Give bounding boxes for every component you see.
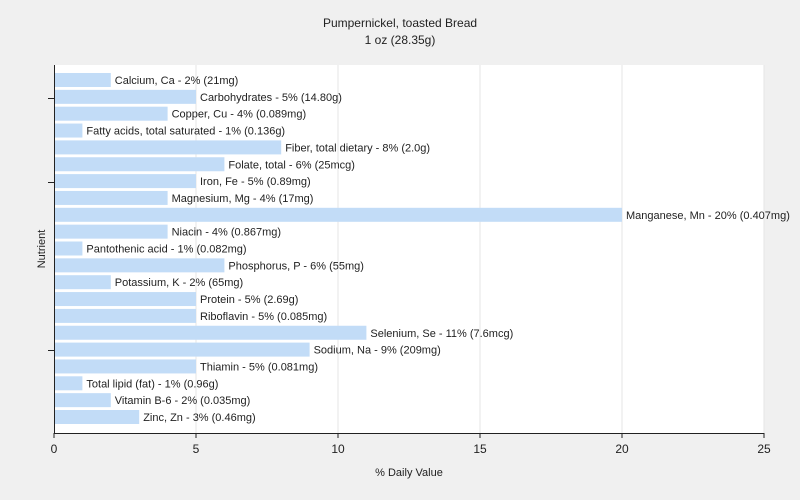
x-tick-label: 25 [757,442,771,456]
bar-label: Selenium, Se - 11% (7.6mcg) [370,328,513,340]
bar [54,123,83,138]
bar [54,393,111,408]
bar [54,73,111,87]
chart-subtitle: 1 oz (28.35g) [365,33,436,47]
x-tick-label: 10 [331,442,345,456]
bar [54,224,168,239]
bar-label: Copper, Cu - 4% (0.089mg) [172,109,307,121]
bar [54,157,225,172]
bar [54,275,111,290]
bar-label: Sodium, Na - 9% (209mg) [314,345,441,357]
chart-title: Pumpernickel, toasted Bread [323,16,477,30]
bar-label: Vitamin B-6 - 2% (0.035mg) [115,395,251,407]
bar-label: Folate, total - 6% (25mcg) [228,159,355,171]
bar [54,359,196,374]
bar [54,325,367,340]
bar [54,410,140,424]
bar-label: Calcium, Ca - 2% (21mg) [115,75,238,87]
bar-label: Phosphorus, P - 6% (55mg) [228,260,364,272]
bar [54,190,168,205]
bar [54,376,83,391]
bar-label: Fiber, total dietary - 8% (2.0g) [285,142,430,154]
bar [54,174,196,189]
bar-label: Manganese, Mn - 20% (0.407mg) [626,210,790,222]
bar-series [54,73,622,424]
bar [54,292,196,307]
bar-label: Iron, Fe - 5% (0.89mg) [200,176,311,188]
x-tick-labels: 0 5 10 15 20 25 [51,442,771,456]
bar-label: Fatty acids, total saturated - 1% (0.136… [86,126,285,138]
bar [54,106,168,121]
bar-label: Thiamin - 5% (0.081mg) [200,361,318,373]
x-tick-label: 20 [615,442,629,456]
bar-label: Riboflavin - 5% (0.085mg) [200,311,327,323]
bar-label: Magnesium, Mg - 4% (17mg) [172,193,314,205]
bar-label: Protein - 5% (2.69g) [200,294,298,306]
bar [54,140,282,155]
bar [54,89,196,104]
axes [48,65,765,438]
bar [54,258,225,273]
bar-label: Carbohydrates - 5% (14.80g) [200,92,342,104]
x-tick-label: 15 [473,442,487,456]
bar-label: Total lipid (fat) - 1% (0.96g) [86,378,218,390]
bar [54,342,310,357]
bar [54,308,196,323]
bar-label: Pantothenic acid - 1% (0.082mg) [86,244,246,256]
bar-label: Zinc, Zn - 3% (0.46mg) [143,412,255,424]
x-axis-title: % Daily Value [375,467,443,479]
bar [54,241,83,256]
bar [54,207,622,222]
y-axis-title: Nutrient [36,230,48,269]
x-tick-label: 0 [51,442,58,456]
bar-labels: Calcium, Ca - 2% (21mg) Carbohydrates - 5… [86,75,789,424]
bar-label: Potassium, K - 2% (65mg) [115,277,243,289]
bar-label: Niacin - 4% (0.867mg) [172,227,281,239]
x-tick-label: 5 [193,442,200,456]
